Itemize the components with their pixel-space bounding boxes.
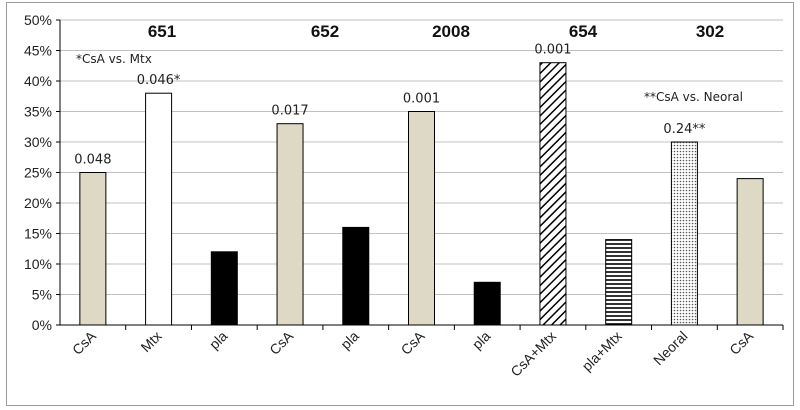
bar-chart: 0%5%10%15%20%25%30%35%40%45%50% 0.0480.0… (24, 12, 784, 380)
data-label: 0.001 (403, 92, 440, 107)
category-label: pla+Mtx (579, 328, 625, 374)
y-tick-label: 45% (24, 43, 52, 59)
data-label: 0.046* (137, 73, 181, 88)
y-tick-label: 50% (24, 12, 52, 28)
data-labels: 0.048 0.046* 0.017 0.001 0.001 0.24** (74, 43, 706, 168)
y-tick-label: 0% (32, 317, 52, 333)
bar (539, 62, 567, 326)
chart-frame: 0% 5% 10% 15% 20% 25% 30% 35% 40% 45% 50% 0.048 0.0… (6, 2, 794, 406)
y-tick-label: 25% (24, 165, 52, 181)
bar (145, 92, 173, 326)
annotation-csa-vs-neoral: **CsA vs. Neoral (644, 90, 743, 104)
data-label: 0.017 (271, 104, 308, 119)
category-label: CsA (266, 327, 296, 357)
y-tick-label: 35% (24, 104, 52, 120)
annotation-csa-vs-mtx: *CsA vs. Mtx (76, 52, 152, 66)
group-label: 2008 (432, 22, 470, 41)
y-tick-label: 15% (24, 226, 52, 242)
category-label: Neoral (650, 328, 690, 368)
group-label: 651 (148, 22, 176, 41)
y-tick-label: 20% (24, 195, 52, 211)
group-label: 302 (696, 22, 724, 41)
bar (670, 141, 698, 326)
bars (79, 62, 764, 326)
bar (342, 226, 370, 326)
category-label: CsA (398, 327, 428, 357)
bar (408, 111, 435, 326)
bar (736, 178, 764, 326)
group-label: 652 (311, 22, 339, 41)
y-axis-ticks: 0% 5% 10% 15% 20% 25% 30% 35% 40% 45% 50% (24, 12, 60, 333)
category-label: pla (206, 328, 231, 353)
bar (210, 251, 238, 326)
data-label: 0.048 (74, 153, 111, 168)
bar (473, 281, 501, 326)
y-tick-label: 40% (24, 73, 52, 89)
bar (605, 239, 633, 326)
group-labels: 651 652 2008 654 302 (148, 22, 724, 41)
group-label: 654 (569, 22, 598, 41)
y-tick-label: 5% (32, 287, 52, 303)
y-tick-label: 30% (24, 134, 52, 150)
bar (79, 172, 107, 326)
category-label: Mtx (137, 328, 164, 355)
y-tick-label: 10% (24, 256, 52, 272)
category-label: pla (469, 328, 494, 353)
category-label: CsA (726, 327, 756, 357)
category-label: CsA+Mtx (507, 328, 559, 380)
bar (276, 123, 304, 326)
data-label: 0.001 (534, 43, 571, 58)
category-labels: CsA Mtx pla CsA pla CsA pla CsA+Mtx pla+Mtx Neora… (69, 325, 784, 380)
category-label: CsA (69, 327, 99, 357)
data-label: 0.24** (663, 122, 705, 137)
category-label: pla (337, 328, 362, 353)
